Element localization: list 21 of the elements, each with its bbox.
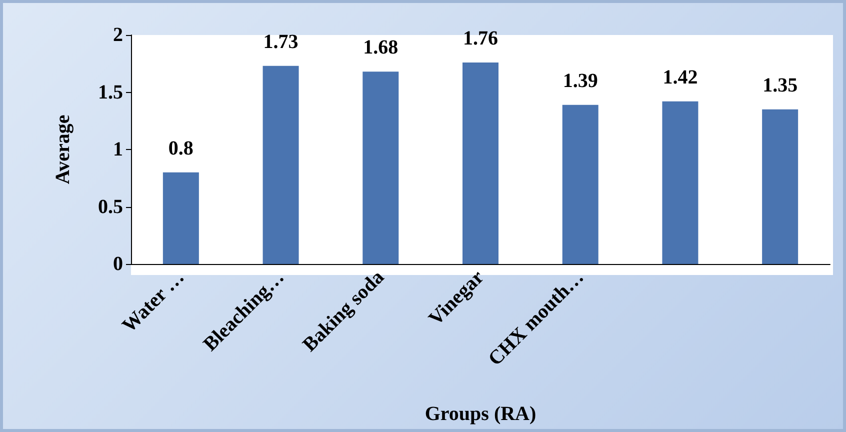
y-tick-label: 0.5 [98, 196, 123, 218]
data-label: 1.68 [363, 36, 398, 59]
bar [562, 104, 598, 264]
y-axis-title: Average [52, 114, 74, 184]
y-tick-label: 2 [113, 24, 123, 46]
bar [262, 66, 299, 264]
data-label: 1.35 [762, 74, 798, 96]
bar [662, 101, 698, 264]
y-tick-label: 1 [113, 138, 123, 160]
y-tick-label: 1.5 [98, 81, 123, 104]
data-label: 1.76 [463, 27, 498, 50]
data-label: 0.8 [168, 137, 194, 160]
bar [162, 172, 199, 264]
y-tick-label: 0 [113, 253, 123, 275]
bar [762, 109, 798, 264]
x-axis-title: Groups (RA) [424, 403, 536, 425]
data-label: 1.39 [562, 70, 598, 92]
data-label: 1.42 [662, 66, 698, 88]
data-label: 1.73 [263, 30, 298, 53]
bar [462, 62, 498, 264]
bar [362, 72, 399, 264]
